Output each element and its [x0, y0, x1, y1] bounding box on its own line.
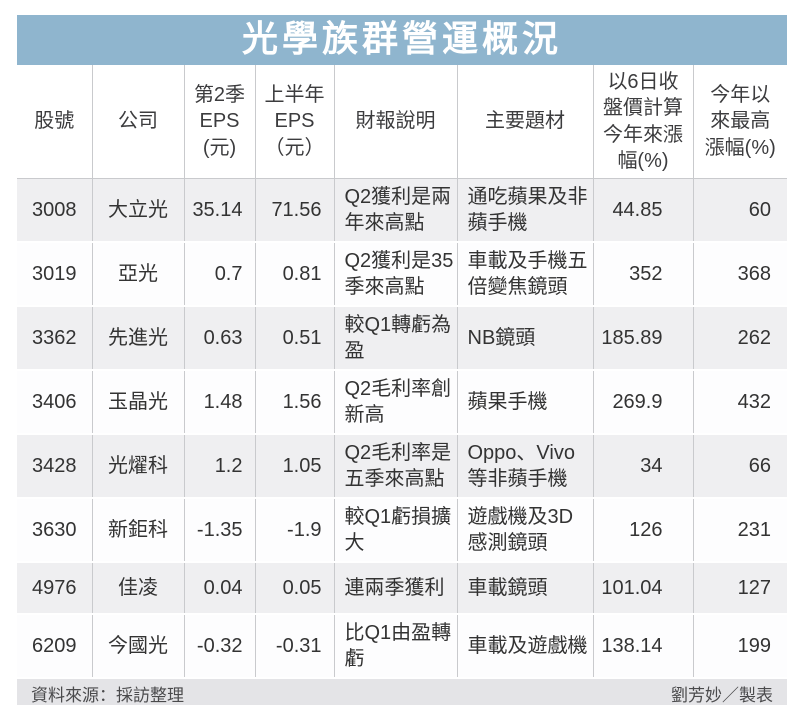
- cell-ytd-gain: 44.85: [593, 178, 694, 242]
- cell-h1-eps: 0.81: [255, 241, 335, 306]
- cell-theme: 車載鏡頭: [457, 561, 594, 614]
- cell-company: 大立光: [92, 178, 185, 242]
- table-row: 3362 先進光 0.63 0.51 較Q1轉虧為 盈 NB鏡頭 185.89 …: [17, 305, 787, 370]
- cell-q2-eps: 0.04: [184, 561, 256, 614]
- cell-stock-code: 3428: [17, 433, 93, 498]
- cell-max-gain: 432: [693, 369, 787, 434]
- cell-ytd-gain: 101.04: [593, 561, 694, 614]
- cell-company: 亞光: [92, 241, 185, 306]
- column-header-company: 公司: [92, 65, 185, 179]
- cell-theme: NB鏡頭: [457, 305, 594, 370]
- cell-max-gain: 231: [693, 497, 787, 562]
- cell-max-gain: 262: [693, 305, 787, 370]
- column-header-theme: 主要題材: [457, 65, 594, 179]
- cell-report-note: 較Q1虧損擴 大: [334, 497, 458, 562]
- cell-stock-code: 3630: [17, 497, 93, 562]
- cell-stock-code: 3019: [17, 241, 93, 306]
- cell-q2-eps: -0.32: [184, 613, 256, 677]
- cell-h1-eps: 1.05: [255, 433, 335, 498]
- cell-theme: 通吃蘋果及非 蘋手機: [457, 178, 594, 242]
- cell-report-note: Q2毛利率創 新高: [334, 369, 458, 434]
- cell-h1-eps: 0.05: [255, 561, 335, 614]
- cell-company: 先進光: [92, 305, 185, 370]
- cell-report-note: Q2獲利是35 季來高點: [334, 241, 458, 306]
- cell-q2-eps: 35.14: [184, 178, 256, 242]
- cell-ytd-gain: 126: [593, 497, 694, 562]
- cell-report-note: Q2獲利是兩 年來高點: [334, 178, 458, 242]
- cell-h1-eps: 71.56: [255, 178, 335, 242]
- column-header-stock-code: 股號: [17, 65, 93, 179]
- table-row: 3406 玉晶光 1.48 1.56 Q2毛利率創 新高 蘋果手機 269.9 …: [17, 369, 787, 434]
- column-header-ytd-gain: 以6日收 盤價計算 今年來漲 幅(%): [593, 65, 694, 179]
- page-title: 光學族群營運概況: [241, 18, 562, 59]
- cell-max-gain: 60: [693, 178, 787, 242]
- cell-theme: 車載及遊戲機: [457, 613, 594, 677]
- cell-ytd-gain: 269.9: [593, 369, 694, 434]
- cell-company: 光燿科: [92, 433, 185, 498]
- table-row: 3428 光燿科 1.2 1.05 Q2毛利率是 五季來高點 Oppo、Vivo…: [17, 433, 787, 498]
- table-row: 4976 佳凌 0.04 0.05 連兩季獲利 車載鏡頭 101.04 127: [17, 561, 787, 614]
- cell-stock-code: 6209: [17, 613, 93, 677]
- cell-company: 佳凌: [92, 561, 185, 614]
- table-row: 6209 今國光 -0.32 -0.31 比Q1由盈轉 虧 車載及遊戲機 138…: [17, 613, 787, 677]
- cell-report-note: 較Q1轉虧為 盈: [334, 305, 458, 370]
- cell-stock-code: 3406: [17, 369, 93, 434]
- cell-theme: 車載及手機五 倍變焦鏡頭: [457, 241, 594, 306]
- cell-company: 玉晶光: [92, 369, 185, 434]
- cell-h1-eps: 1.56: [255, 369, 335, 434]
- cell-q2-eps: 0.63: [184, 305, 256, 370]
- cell-company: 今國光: [92, 613, 185, 677]
- table-footer-bar: 資料來源：採訪整理 劉芳妙／製表: [17, 679, 787, 705]
- table-title-bar: 光學族群營運概況: [17, 15, 787, 65]
- cell-max-gain: 66: [693, 433, 787, 498]
- cell-ytd-gain: 138.14: [593, 613, 694, 677]
- cell-company: 新鉅科: [92, 497, 185, 562]
- table-row: 3630 新鉅科 -1.35 -1.9 較Q1虧損擴 大 遊戲機及3D 感測鏡頭…: [17, 497, 787, 562]
- cell-stock-code: 3362: [17, 305, 93, 370]
- cell-stock-code: 4976: [17, 561, 93, 614]
- cell-theme: 蘋果手機: [457, 369, 594, 434]
- table-header-row: 股號 公司 第2季 EPS (元) 上半年 EPS （元） 財報說明 主要題材 …: [17, 65, 787, 179]
- header-row: 股號 公司 第2季 EPS (元) 上半年 EPS （元） 財報說明 主要題材 …: [17, 65, 787, 179]
- cell-report-note: 比Q1由盈轉 虧: [334, 613, 458, 677]
- cell-h1-eps: 0.51: [255, 305, 335, 370]
- table-row: 3008 大立光 35.14 71.56 Q2獲利是兩 年來高點 通吃蘋果及非 …: [17, 178, 787, 242]
- data-source-label: 資料來源：採訪整理: [31, 685, 184, 705]
- credit-label: 劉芳妙／製表: [671, 685, 773, 705]
- column-header-q2-eps: 第2季 EPS (元): [184, 65, 256, 179]
- table-row: 3019 亞光 0.7 0.81 Q2獲利是35 季來高點 車載及手機五 倍變焦…: [17, 241, 787, 306]
- cell-h1-eps: -1.9: [255, 497, 335, 562]
- cell-q2-eps: 1.48: [184, 369, 256, 434]
- cell-report-note: 連兩季獲利: [334, 561, 458, 614]
- cell-h1-eps: -0.31: [255, 613, 335, 677]
- cell-theme: 遊戲機及3D 感測鏡頭: [457, 497, 594, 562]
- cell-stock-code: 3008: [17, 178, 93, 242]
- cell-theme: Oppo、Vivo 等非蘋手機: [457, 433, 594, 498]
- cell-ytd-gain: 185.89: [593, 305, 694, 370]
- column-header-h1-eps: 上半年 EPS （元）: [255, 65, 335, 179]
- cell-q2-eps: 0.7: [184, 241, 256, 306]
- table-body: 3008 大立光 35.14 71.56 Q2獲利是兩 年來高點 通吃蘋果及非 …: [17, 178, 787, 677]
- table-board: 光學族群營運概況 股號 公司 第2季 EPS (元) 上半年 EPS （元） 財…: [17, 15, 787, 705]
- stocks-table: 股號 公司 第2季 EPS (元) 上半年 EPS （元） 財報說明 主要題材 …: [17, 65, 787, 677]
- column-header-max-gain: 今年以 來最高 漲幅(%): [693, 65, 787, 179]
- cell-max-gain: 368: [693, 241, 787, 306]
- cell-q2-eps: -1.35: [184, 497, 256, 562]
- cell-report-note: Q2毛利率是 五季來高點: [334, 433, 458, 498]
- cell-max-gain: 199: [693, 613, 787, 677]
- cell-max-gain: 127: [693, 561, 787, 614]
- cell-ytd-gain: 352: [593, 241, 694, 306]
- cell-ytd-gain: 34: [593, 433, 694, 498]
- column-header-report-note: 財報說明: [334, 65, 458, 179]
- cell-q2-eps: 1.2: [184, 433, 256, 498]
